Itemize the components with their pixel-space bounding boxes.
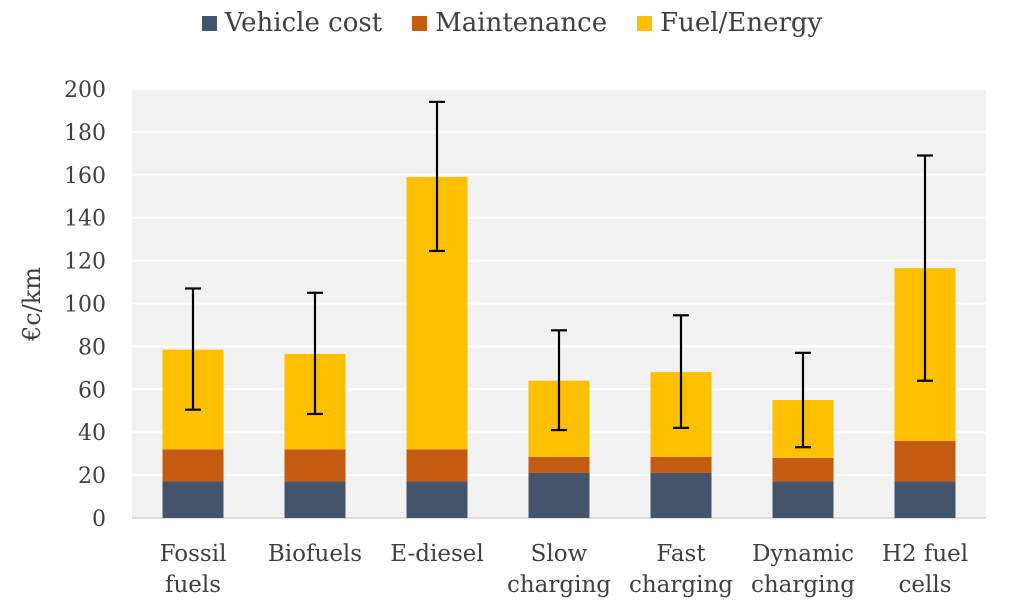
error-bar	[307, 291, 323, 416]
x-category-line: Fossil	[160, 541, 227, 567]
y-tick-label: 180	[64, 121, 106, 146]
bar-vehicle-cost	[162, 481, 224, 518]
x-category-line: E-diesel	[390, 541, 483, 567]
y-tick-label: 100	[64, 293, 106, 318]
legend-swatch	[412, 15, 428, 31]
bar-vehicle-cost	[650, 472, 712, 518]
bar-vehicle-cost	[284, 481, 346, 518]
bar-maintenance	[650, 456, 712, 473]
legend-swatch	[201, 15, 217, 31]
legend-swatch	[637, 15, 653, 31]
error-bar	[551, 329, 567, 432]
x-category-line: H2 fuel	[882, 541, 968, 567]
x-category-label: Biofuels	[268, 541, 362, 567]
y-tick-label: 80	[78, 335, 106, 360]
error-bar	[673, 314, 689, 430]
y-axis-ticks: 0 20 40 60 80 100 120 140 160 180 200	[64, 78, 106, 532]
error-bar	[185, 287, 201, 411]
bar-vehicle-cost	[894, 481, 956, 518]
bar-maintenance	[162, 449, 224, 482]
legend-label: Vehicle cost	[224, 8, 383, 38]
bar-maintenance	[772, 457, 834, 482]
error-bars	[185, 100, 933, 449]
x-category-label: H2 fuel cells	[882, 541, 968, 598]
legend-item-vehicle-cost: Vehicle cost	[201, 8, 383, 38]
error-bar	[917, 154, 933, 382]
y-tick-label: 60	[78, 378, 106, 403]
y-tick-label: 160	[64, 164, 106, 189]
x-category-line: charging	[629, 572, 733, 598]
bar-maintenance	[528, 456, 590, 473]
x-category-label: Fast charging	[629, 541, 733, 598]
bar-vehicle-cost	[772, 481, 834, 518]
x-category-label: Dynamic charging	[751, 541, 855, 598]
legend-label: Maintenance	[435, 8, 608, 38]
error-bar	[429, 100, 445, 253]
x-category-line: Slow	[531, 541, 588, 567]
x-category-label: E-diesel	[390, 541, 483, 567]
legend-item-fuel-energy: Fuel/Energy	[637, 8, 822, 38]
y-axis-title: €c/km	[18, 267, 46, 342]
x-category-line: Biofuels	[268, 541, 362, 567]
y-tick-label: 0	[92, 507, 106, 532]
legend: Vehicle cost Maintenance Fuel/Energy	[0, 6, 1024, 40]
error-bar	[795, 351, 811, 449]
y-tick-label: 200	[64, 78, 106, 103]
legend-item-maintenance: Maintenance	[412, 8, 607, 38]
x-category-line: Dynamic	[752, 541, 854, 567]
x-category-line: charging	[751, 572, 855, 598]
legend-label: Fuel/Energy	[660, 8, 823, 38]
y-tick-label: 120	[64, 250, 106, 275]
y-tick-label: 40	[78, 421, 106, 446]
x-category-line: cells	[898, 572, 951, 598]
bar-maintenance	[406, 449, 468, 482]
bar-vehicle-cost	[406, 481, 468, 518]
bar-maintenance	[894, 440, 956, 482]
x-category-line: fuels	[165, 572, 221, 598]
bars	[162, 176, 956, 518]
y-tick-label: 20	[78, 464, 106, 489]
bar-maintenance	[284, 449, 346, 482]
bar-vehicle-cost	[528, 472, 590, 518]
x-category-line: Fast	[656, 541, 706, 567]
x-category-label: Slow charging	[507, 541, 611, 598]
y-tick-label: 140	[64, 207, 106, 232]
x-category-label: Fossil fuels	[160, 541, 227, 598]
x-category-line: charging	[507, 572, 611, 598]
